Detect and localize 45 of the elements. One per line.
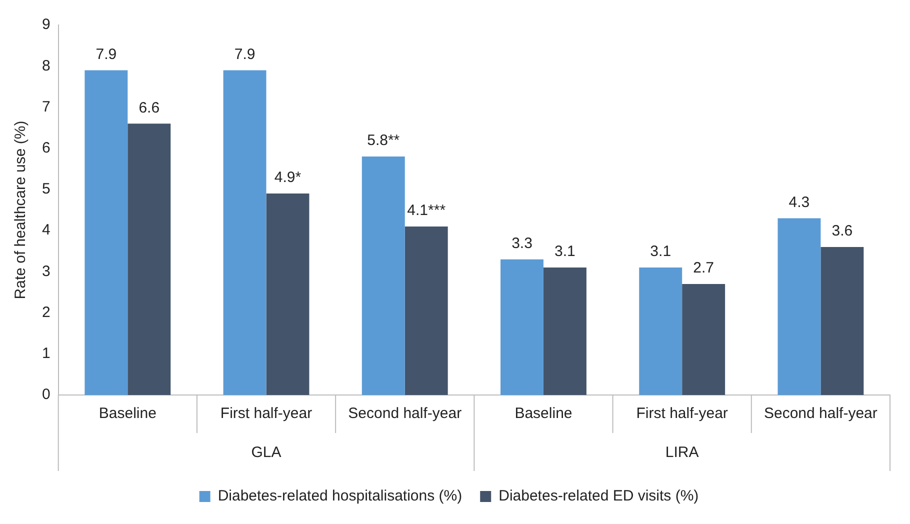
- legend-label: Diabetes-related hospitalisations (%): [218, 488, 462, 505]
- data-label: 6.6: [138, 99, 160, 116]
- x-tick-label: Baseline: [98, 405, 156, 422]
- bar: [820, 247, 864, 395]
- x-tick-label: Baseline: [514, 405, 572, 422]
- text: GLA: [251, 444, 282, 462]
- y-tick-label: 5: [42, 180, 50, 198]
- bar: [500, 259, 544, 395]
- bar: [543, 268, 586, 395]
- data-label: 7.9: [234, 46, 256, 63]
- data-label: 4.1***: [407, 202, 446, 220]
- bar: [128, 124, 171, 395]
- bar: [682, 284, 726, 395]
- bar: [404, 226, 448, 395]
- x-tick-label: First half-year: [636, 405, 728, 422]
- x-tick-label: First half-year: [220, 405, 312, 422]
- y-tick-label: 0: [42, 386, 50, 404]
- y-tick-label: 8: [42, 57, 50, 74]
- y-tick-label: 2: [42, 304, 50, 321]
- data-label: 7.9: [96, 46, 117, 63]
- y-tick-label: 7: [42, 98, 50, 116]
- legend-label: Diabetes-related ED visits (%): [498, 488, 699, 505]
- y-axis-title: Rate of healthcare use (%): [12, 120, 30, 300]
- y-tick-label: 1: [42, 345, 50, 362]
- y-tick-label: 6: [42, 139, 50, 156]
- y-tick-label: 3: [42, 262, 50, 280]
- x-tick-label: Second half-year: [764, 405, 878, 422]
- bar: [266, 194, 310, 395]
- data-label: 2.7: [693, 260, 714, 277]
- data-label: 3.1: [554, 243, 576, 260]
- data-label: 3.3: [512, 234, 532, 252]
- data-label: 3.1: [650, 243, 672, 260]
- text: LIRA: [665, 444, 699, 462]
- bar: [84, 70, 128, 395]
- data-label: 4.3: [788, 194, 810, 211]
- x-tick-label: Second half-year: [348, 405, 462, 422]
- bar: [362, 156, 405, 395]
- data-label: 3.6: [832, 222, 853, 240]
- y-tick-label: 9: [42, 16, 50, 34]
- y-tick-label: 4: [42, 222, 50, 239]
- bar: [639, 268, 682, 395]
- data-label: 5.8**: [367, 132, 400, 150]
- bar: [223, 70, 266, 395]
- bar: [778, 218, 821, 395]
- data-label: 4.9*: [274, 169, 302, 186]
